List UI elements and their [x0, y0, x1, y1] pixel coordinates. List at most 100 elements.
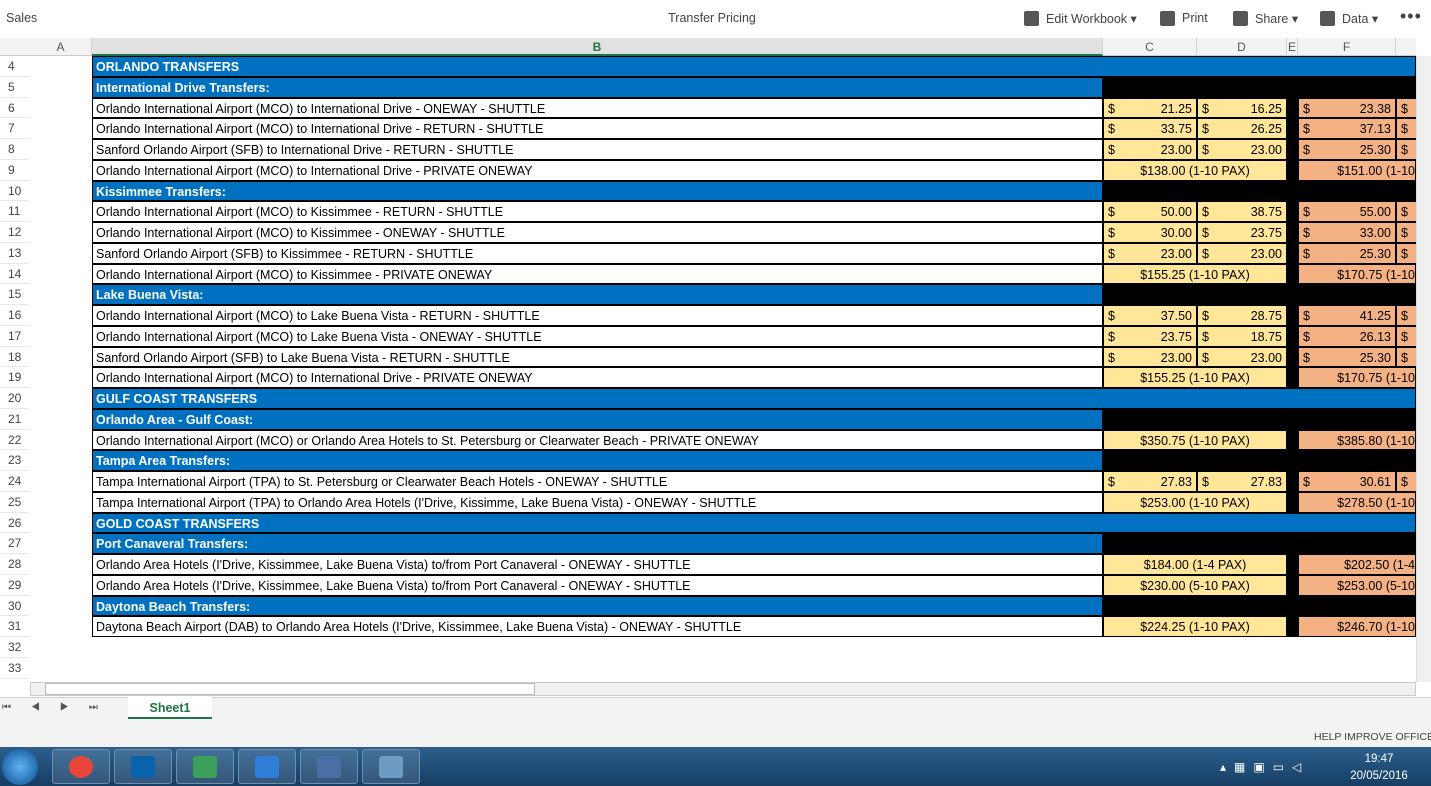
- column-header[interactable]: B: [92, 38, 1103, 56]
- private-price-cell[interactable]: $224.25 (1-10 PAX): [1103, 616, 1287, 637]
- taskbar-app[interactable]: [362, 749, 420, 784]
- route-cell[interactable]: Orlando Area Hotels (I'Drive, Kissimmee,…: [92, 574, 1103, 596]
- more-menu[interactable]: •••: [1400, 6, 1422, 26]
- scroll-thumb[interactable]: [45, 683, 535, 695]
- private-price-cell[interactable]: $385.80 (1-10: [1298, 429, 1416, 451]
- taskbar-app[interactable]: [52, 749, 110, 784]
- price-cell[interactable]: $16.25: [1197, 97, 1287, 119]
- route-cell[interactable]: Tampa International Airport (TPA) to St.…: [92, 471, 1103, 492]
- route-cell[interactable]: Orlando International Airport (MCO) to L…: [92, 305, 1103, 326]
- price-cell[interactable]: $23.00: [1103, 346, 1197, 368]
- taskbar-app[interactable]: [238, 749, 296, 784]
- price-cell[interactable]: $37.50: [1103, 305, 1197, 326]
- route-cell[interactable]: Orlando International Airport (MCO) to I…: [92, 97, 1103, 119]
- row-number[interactable]: 14: [0, 264, 30, 285]
- route-cell[interactable]: Orlando International Airport (MCO) to I…: [92, 367, 1103, 388]
- route-cell[interactable]: Tampa International Airport (TPA) to Orl…: [92, 491, 1103, 513]
- taskbar-app[interactable]: [300, 749, 358, 784]
- private-price-cell[interactable]: $230.00 (5-10 PAX): [1103, 574, 1287, 596]
- row-number[interactable]: 22: [0, 430, 30, 451]
- price-cell[interactable]: $41.25: [1298, 305, 1396, 326]
- route-cell[interactable]: Sanford Orlando Airport (SFB) to Interna…: [92, 139, 1103, 160]
- row-number[interactable]: 6: [0, 98, 30, 119]
- private-price-cell[interactable]: $184.00 (1-4 PAX): [1103, 554, 1287, 575]
- route-cell[interactable]: Orlando International Airport (MCO) to I…: [92, 118, 1103, 139]
- private-price-cell[interactable]: $170.75 (1-10: [1298, 263, 1416, 285]
- private-price-cell[interactable]: $278.50 (1-10: [1298, 491, 1416, 513]
- row-number[interactable]: 25: [0, 492, 30, 513]
- tray-icons[interactable]: ▴▦▣▭◁: [1220, 760, 1310, 774]
- menu-item[interactable]: Edit Workbook ▾: [1046, 12, 1137, 26]
- row-number[interactable]: 10: [0, 181, 30, 202]
- private-price-cell[interactable]: $202.50 (1-4: [1298, 554, 1416, 575]
- row-number[interactable]: 20: [0, 388, 30, 409]
- private-price-cell[interactable]: $155.25 (1-10 PAX): [1103, 367, 1287, 388]
- row-number[interactable]: 17: [0, 326, 30, 347]
- price-cell[interactable]: $26.25: [1197, 118, 1287, 139]
- route-cell[interactable]: Orlando International Airport (MCO) to K…: [92, 263, 1103, 285]
- row-number[interactable]: 26: [0, 513, 30, 534]
- menu-icon[interactable]: [1024, 11, 1039, 26]
- row-number[interactable]: 30: [0, 596, 30, 617]
- menu-icon[interactable]: [1160, 11, 1175, 26]
- row-number[interactable]: 33: [0, 658, 30, 679]
- route-cell[interactable]: Orlando International Airport (MCO) to L…: [92, 325, 1103, 347]
- private-price-cell[interactable]: $246.70 (1-10: [1298, 616, 1416, 637]
- route-cell[interactable]: Orlando International Airport (MCO) to I…: [92, 159, 1103, 181]
- row-number[interactable]: 18: [0, 347, 30, 368]
- route-cell[interactable]: Daytona Beach Airport (DAB) to Orlando A…: [92, 616, 1103, 637]
- price-cell[interactable]: $30.61: [1298, 471, 1396, 492]
- private-price-cell[interactable]: $350.75 (1-10 PAX): [1103, 429, 1287, 451]
- price-cell[interactable]: $27.83: [1103, 471, 1197, 492]
- row-number[interactable]: 23: [0, 450, 30, 471]
- status-text[interactable]: HELP IMPROVE OFFICE: [1314, 731, 1431, 743]
- private-price-cell[interactable]: $253.00 (1-10 PAX): [1103, 491, 1287, 513]
- column-header[interactable]: D: [1197, 38, 1287, 56]
- price-cell[interactable]: $27.83: [1197, 471, 1287, 492]
- taskbar-app[interactable]: [114, 749, 172, 784]
- private-price-cell[interactable]: $151.00 (1-10: [1298, 159, 1416, 181]
- price-cell[interactable]: $23.00: [1103, 242, 1197, 264]
- row-number[interactable]: 8: [0, 139, 30, 160]
- private-price-cell[interactable]: $138.00 (1-10 PAX): [1103, 159, 1287, 181]
- route-cell[interactable]: Orlando International Airport (MCO) to K…: [92, 201, 1103, 222]
- price-cell[interactable]: $33.75: [1103, 118, 1197, 139]
- price-cell[interactable]: $23.75: [1197, 222, 1287, 243]
- price-cell[interactable]: $23.00: [1103, 139, 1197, 160]
- private-price-cell[interactable]: $170.75 (1-10: [1298, 367, 1416, 388]
- row-number[interactable]: 29: [0, 575, 30, 596]
- clock-time[interactable]: 19:47: [1364, 753, 1394, 765]
- row-number[interactable]: 12: [0, 222, 30, 243]
- row-number[interactable]: 13: [0, 243, 30, 264]
- row-number[interactable]: 21: [0, 409, 30, 430]
- row-number[interactable]: 32: [0, 637, 30, 658]
- private-price-cell[interactable]: $253.00 (5-10: [1298, 574, 1416, 596]
- price-cell[interactable]: $25.30: [1298, 242, 1396, 264]
- row-number[interactable]: 19: [0, 367, 30, 388]
- route-cell[interactable]: Orlando International Airport (MCO) or O…: [92, 429, 1103, 451]
- sheet-tab[interactable]: Sheet1: [128, 697, 212, 719]
- menu-item[interactable]: Print: [1182, 11, 1208, 25]
- row-number[interactable]: 24: [0, 471, 30, 492]
- row-number[interactable]: 27: [0, 533, 30, 554]
- row-number[interactable]: 9: [0, 160, 30, 181]
- price-cell[interactable]: $25.30: [1298, 139, 1396, 160]
- price-cell[interactable]: $28.75: [1197, 305, 1287, 326]
- column-header[interactable]: A: [30, 38, 92, 56]
- private-price-cell[interactable]: $155.25 (1-10 PAX): [1103, 263, 1287, 285]
- price-cell[interactable]: $33.00: [1298, 222, 1396, 243]
- row-number[interactable]: 11: [0, 201, 30, 222]
- price-cell[interactable]: $23.00: [1197, 242, 1287, 264]
- price-cell[interactable]: $50.00: [1103, 201, 1197, 222]
- column-header[interactable]: C: [1103, 38, 1197, 56]
- row-number[interactable]: 5: [0, 77, 30, 98]
- price-cell[interactable]: $38.75: [1197, 201, 1287, 222]
- sheet-nav[interactable]: ⏮◀▶⏭: [2, 702, 118, 713]
- price-cell[interactable]: $23.00: [1197, 139, 1287, 160]
- start-button[interactable]: [2, 749, 38, 785]
- route-cell[interactable]: Orlando International Airport (MCO) to K…: [92, 222, 1103, 243]
- row-number[interactable]: 28: [0, 554, 30, 575]
- menu-item[interactable]: Share ▾: [1255, 12, 1299, 26]
- row-number[interactable]: 31: [0, 616, 30, 637]
- route-cell[interactable]: Sanford Orlando Airport (SFB) to Lake Bu…: [92, 346, 1103, 368]
